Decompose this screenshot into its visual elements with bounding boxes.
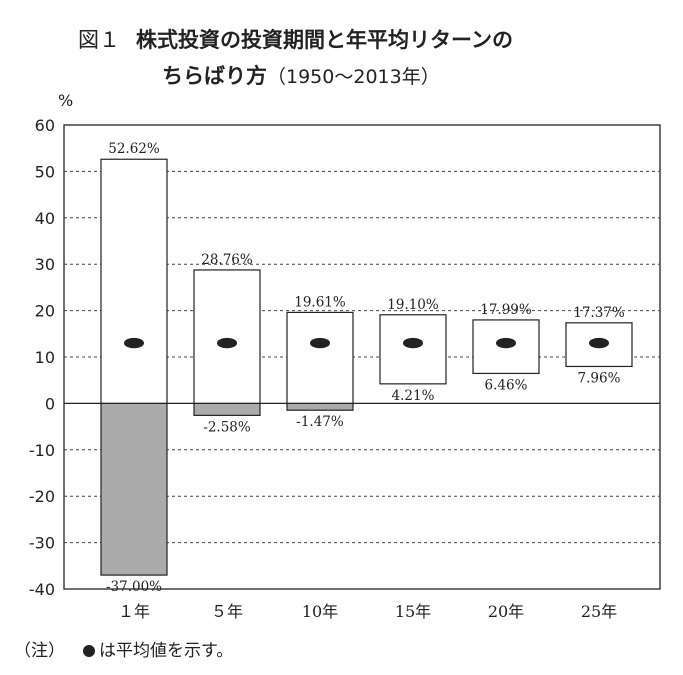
x-category-label: 15年 (395, 602, 431, 621)
range-bar-negative (193, 402, 261, 416)
mean-marker (217, 337, 237, 349)
footnote-text: は平均値を示す。 (99, 641, 234, 661)
mean-marker (496, 337, 516, 349)
range-bar-negative (286, 402, 354, 411)
y-tick-label: -30 (29, 534, 55, 553)
y-tick-label: -20 (29, 487, 55, 506)
range-bar (100, 158, 168, 404)
footnote: （注） は平均値を示す。 (14, 636, 233, 661)
min-value-label: -2.58% (203, 419, 251, 435)
chart-area: 60 50 40 30 20 10 0 -10 -20 -30 -40% 52.62% -37.00% １… (29, 91, 661, 621)
range-bar (379, 314, 447, 385)
y-tick-label: 50 (35, 162, 55, 181)
title-range: （1950～2013年） (267, 66, 440, 88)
y-tick-label: 60 (35, 116, 55, 135)
footnote-prefix: （注） (14, 641, 65, 661)
x-category-label: 10年 (302, 602, 338, 621)
min-value-label: 4.21% (392, 388, 435, 404)
mean-marker (310, 337, 330, 349)
max-value-label: 19.10% (387, 297, 439, 313)
x-category-label: ５年 (211, 602, 243, 621)
y-tick-label: -40 (29, 580, 55, 599)
min-value-label: -1.47% (296, 414, 344, 430)
mean-marker (589, 337, 609, 349)
title-line-1: 株式投資の投資期間と年平均リターンの (136, 28, 513, 52)
mean-dot-icon (83, 645, 95, 657)
mean-marker (124, 337, 144, 349)
range-bar-negative (100, 402, 168, 576)
max-value-label: 17.37% (573, 305, 625, 321)
y-tick-label: 30 (35, 255, 55, 274)
y-tick-label: 40 (35, 209, 55, 228)
x-category-label: １年 (118, 602, 150, 621)
y-axis-unit: % (58, 91, 73, 110)
title-line-2-wrap: ちらばり方（1950～2013年） (78, 58, 513, 95)
y-tick-label: -10 (29, 441, 55, 460)
y-tick-label: 20 (35, 302, 55, 321)
max-value-label: 17.99% (480, 302, 532, 318)
range-bar (193, 269, 261, 405)
x-category-label: 25年 (581, 602, 617, 621)
max-value-label: 52.62% (108, 141, 160, 157)
min-value-label: 7.96% (578, 370, 621, 386)
max-value-label: 28.76% (201, 252, 253, 268)
min-value-label: -37.00% (106, 579, 162, 595)
min-value-label: 6.46% (485, 377, 528, 393)
chart-title: 図１ 株式投資の投資期間と年平均リターンの ちらばり方（1950～2013年） (78, 22, 513, 95)
mean-marker (403, 337, 423, 349)
range-bar (286, 311, 354, 405)
title-line-2: ちらばり方 (162, 64, 267, 88)
max-value-label: 19.61% (294, 294, 346, 310)
y-tick-label: 0 (45, 394, 55, 413)
figure-number: 図１ (78, 28, 120, 52)
x-category-label: 20年 (488, 602, 524, 621)
y-tick-label: 10 (35, 348, 55, 367)
